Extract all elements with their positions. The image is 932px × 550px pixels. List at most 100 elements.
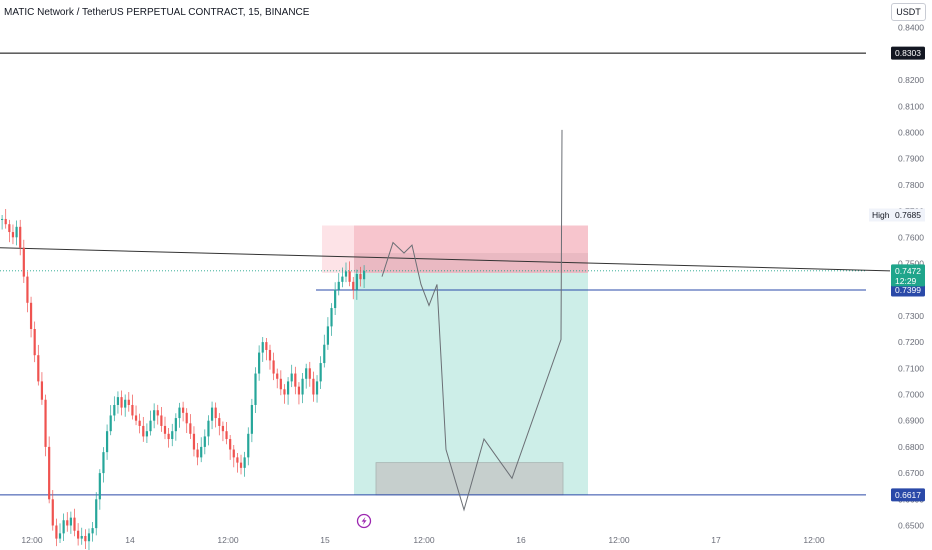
- candle-body: [315, 381, 319, 395]
- candle-body: [1, 218, 4, 220]
- candle-body: [290, 373, 293, 382]
- candle-body: [261, 342, 264, 353]
- resistance-tag-text: 0.8303: [895, 48, 921, 58]
- candle-body: [87, 533, 91, 542]
- time-tick-label: 12:00: [803, 535, 825, 545]
- candle-body: [84, 535, 87, 542]
- candle-body: [116, 397, 120, 405]
- candle-body: [319, 363, 322, 382]
- plot-area[interactable]: [0, 52, 891, 550]
- candle-body: [348, 271, 351, 282]
- candle-body: [203, 436, 206, 447]
- candle-body: [185, 412, 188, 424]
- price-tick-label: 0.6700: [898, 468, 924, 478]
- price-tick-label: 0.6900: [898, 416, 924, 426]
- candle-body: [330, 308, 333, 327]
- candle-body: [11, 232, 15, 238]
- time-tick-label: 12:00: [21, 535, 43, 545]
- candle-body: [239, 462, 243, 468]
- support-tag: 0.6617: [891, 488, 925, 502]
- candle-body: [40, 381, 44, 400]
- candle-body: [229, 439, 232, 450]
- candle-body: [207, 420, 210, 437]
- stop-zone: [354, 225, 588, 254]
- candle-body: [279, 378, 282, 390]
- candle-body: [113, 404, 116, 416]
- candle-body: [254, 373, 257, 405]
- time-tick-label: 16: [516, 535, 526, 545]
- candle-body: [334, 289, 337, 309]
- last-price-tag-countdown: 12:29: [895, 276, 917, 286]
- candle-body: [305, 368, 308, 379]
- price-tick-label: 0.7200: [898, 337, 924, 347]
- candle-body: [8, 224, 11, 233]
- candle-body: [80, 535, 83, 539]
- price-tick-label: 0.8100: [898, 101, 924, 111]
- last-price-tag-text: 0.7472: [895, 266, 921, 276]
- candle-body: [105, 431, 109, 453]
- high-tag-value: 0.7685: [895, 210, 921, 220]
- price-tick-label: 0.6800: [898, 442, 924, 452]
- candle-body: [210, 407, 214, 421]
- candle-body: [236, 457, 239, 463]
- candle-body: [73, 517, 76, 531]
- currency-button[interactable]: USDT: [891, 3, 926, 21]
- candle-body: [163, 425, 167, 434]
- candle-body: [102, 452, 105, 474]
- candle-body: [156, 410, 159, 416]
- price-tick-label: 0.7000: [898, 390, 924, 400]
- candle-body: [182, 407, 185, 413]
- trendline[interactable]: [0, 247, 891, 272]
- resistance-tag: 0.8303: [891, 46, 925, 60]
- candle-body: [225, 431, 228, 440]
- candle-body: [200, 446, 203, 458]
- candle-body: [218, 418, 221, 426]
- candle-body: [359, 273, 362, 280]
- candle-body: [312, 378, 315, 395]
- resistance-tag-bg: [891, 46, 925, 60]
- support-tag-bg: [891, 488, 925, 502]
- candle-body: [276, 373, 279, 379]
- price-tick-label: 0.8400: [898, 23, 924, 33]
- candle-body: [196, 449, 199, 458]
- time-tick-label: 12:00: [608, 535, 630, 545]
- candle-body: [44, 399, 47, 447]
- candle-body: [174, 418, 177, 432]
- time-tick-label: 15: [320, 535, 330, 545]
- candle-body: [160, 415, 163, 426]
- candle-body: [265, 342, 268, 350]
- entry-tag-text: 0.7399: [895, 285, 921, 295]
- candle-body: [352, 281, 355, 290]
- candle-body: [142, 425, 145, 437]
- target-zone: [354, 272, 588, 495]
- candle-body: [4, 218, 7, 225]
- projection-path[interactable]: [381, 129, 563, 512]
- price-tick-label: 0.8200: [898, 75, 924, 85]
- candle-body: [19, 226, 22, 248]
- candle-body: [167, 433, 170, 440]
- event-marker[interactable]: [356, 513, 372, 529]
- candle-body: [127, 399, 130, 405]
- candle-body: [243, 457, 246, 468]
- candle-body: [221, 425, 225, 432]
- candle-body: [26, 276, 29, 303]
- candle-body: [171, 431, 174, 440]
- candle-body: [232, 449, 235, 458]
- candle-body: [15, 226, 18, 238]
- candle-body: [192, 433, 196, 450]
- candle-body: [341, 276, 344, 282]
- support-tag-text: 0.6617: [895, 490, 921, 500]
- candle-body: [109, 415, 112, 432]
- entry-tag: 0.7399: [891, 283, 925, 297]
- candle-body: [344, 271, 348, 277]
- price-tick-label: 0.7900: [898, 154, 924, 164]
- candle-body: [131, 404, 134, 416]
- price-tick-label: 0.7100: [898, 363, 924, 373]
- time-axis[interactable]: 12:00 14 12:00 15 12:00 16 12:00 17 12:00: [21, 535, 825, 545]
- candle-body: [337, 281, 340, 290]
- candle-body: [29, 302, 33, 329]
- candle-body: [149, 420, 152, 432]
